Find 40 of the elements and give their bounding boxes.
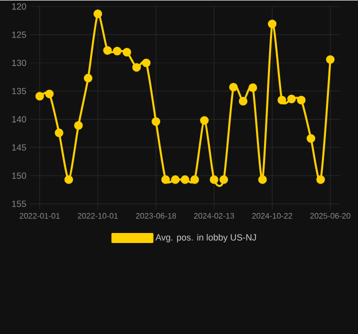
point bbox=[210, 175, 218, 184]
point bbox=[296, 96, 306, 104]
y-tick-label: 140 bbox=[12, 116, 26, 122]
point bbox=[190, 175, 199, 184]
point bbox=[64, 175, 74, 184]
point bbox=[326, 54, 335, 64]
y-tick-label: 130 bbox=[12, 59, 26, 66]
point bbox=[171, 175, 180, 184]
point bbox=[268, 19, 276, 28]
y-tick-label: 120 bbox=[12, 3, 26, 10]
point bbox=[278, 96, 286, 104]
point bbox=[258, 175, 267, 184]
point bbox=[112, 46, 122, 56]
point bbox=[219, 175, 228, 184]
point bbox=[161, 175, 170, 184]
point bbox=[54, 128, 64, 137]
point bbox=[94, 9, 102, 18]
point bbox=[45, 89, 54, 98]
y-tick-label: 150 bbox=[12, 172, 26, 179]
point bbox=[84, 74, 92, 82]
point bbox=[306, 134, 316, 143]
point bbox=[74, 120, 83, 130]
point bbox=[316, 175, 325, 184]
point bbox=[180, 175, 190, 184]
y-tick-label: 155 bbox=[12, 200, 26, 207]
point bbox=[142, 58, 151, 67]
point bbox=[238, 96, 248, 106]
point bbox=[229, 82, 238, 92]
point bbox=[103, 46, 112, 55]
point bbox=[287, 94, 296, 104]
y-tick-label: 135 bbox=[12, 88, 26, 94]
legend-label: Avg. pos. in lobby US-NJ bbox=[155, 234, 256, 242]
point bbox=[248, 83, 258, 92]
y-tick-label: 145 bbox=[12, 144, 26, 150]
point bbox=[122, 48, 132, 56]
point bbox=[152, 116, 160, 126]
point bbox=[35, 92, 44, 100]
point bbox=[132, 62, 141, 72]
y-tick-label: 125 bbox=[12, 31, 26, 38]
point bbox=[200, 116, 209, 124]
